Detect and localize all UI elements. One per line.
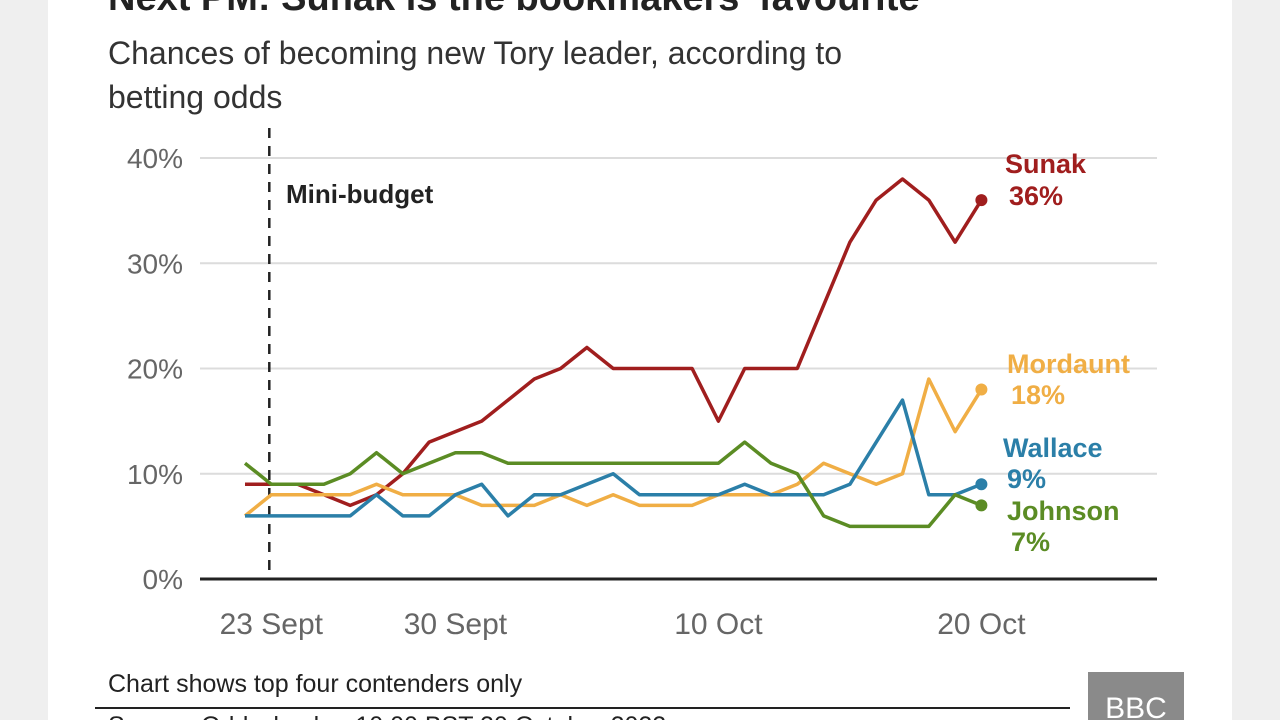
logo: BBC [1105, 692, 1167, 720]
series-line [243, 440, 983, 529]
end-point [975, 499, 988, 512]
logo-box [1088, 672, 1184, 720]
y-tick-label: 10% [127, 459, 183, 490]
legend-label: Johnson [1007, 496, 1120, 526]
value-label: 18% [1011, 380, 1065, 410]
end-point [975, 383, 988, 396]
x-tick-label: 10 Oct [674, 608, 763, 641]
series-line [243, 377, 983, 518]
legend-label: Sunak [1005, 149, 1087, 179]
x-tick-label: 23 Sept [220, 608, 324, 641]
subtitle: betting odds [108, 79, 282, 115]
x-tick-label: 20 Oct [937, 608, 1026, 641]
note: Chart shows top four contenders only [108, 670, 523, 698]
y-tick-label: 40% [127, 143, 183, 174]
series-line [245, 398, 983, 518]
end-point [975, 194, 988, 207]
legend-label: Mordaunt [1007, 349, 1130, 379]
subtitle: Chances of becoming new Tory leader, acc… [108, 35, 842, 71]
annotation-text: Mini-budget [286, 179, 434, 209]
end-point [975, 478, 988, 491]
source: Source: Oddschecker 10:00 BST 20 October… [108, 712, 666, 720]
panel [48, 0, 1232, 720]
value-label: 7% [1011, 527, 1050, 557]
y-tick-label: 20% [127, 354, 183, 385]
x-tick-label: 30 Sept [404, 608, 508, 641]
chart-title: Next PM: Sunak is the bookmakers' favour… [108, 0, 920, 19]
value-label: 9% [1007, 464, 1046, 494]
legend-label: Wallace [1003, 433, 1103, 463]
series-line [245, 177, 983, 508]
y-tick-label: 30% [127, 248, 183, 279]
value-label: 36% [1009, 181, 1063, 211]
y-tick-label: 0% [143, 564, 183, 595]
